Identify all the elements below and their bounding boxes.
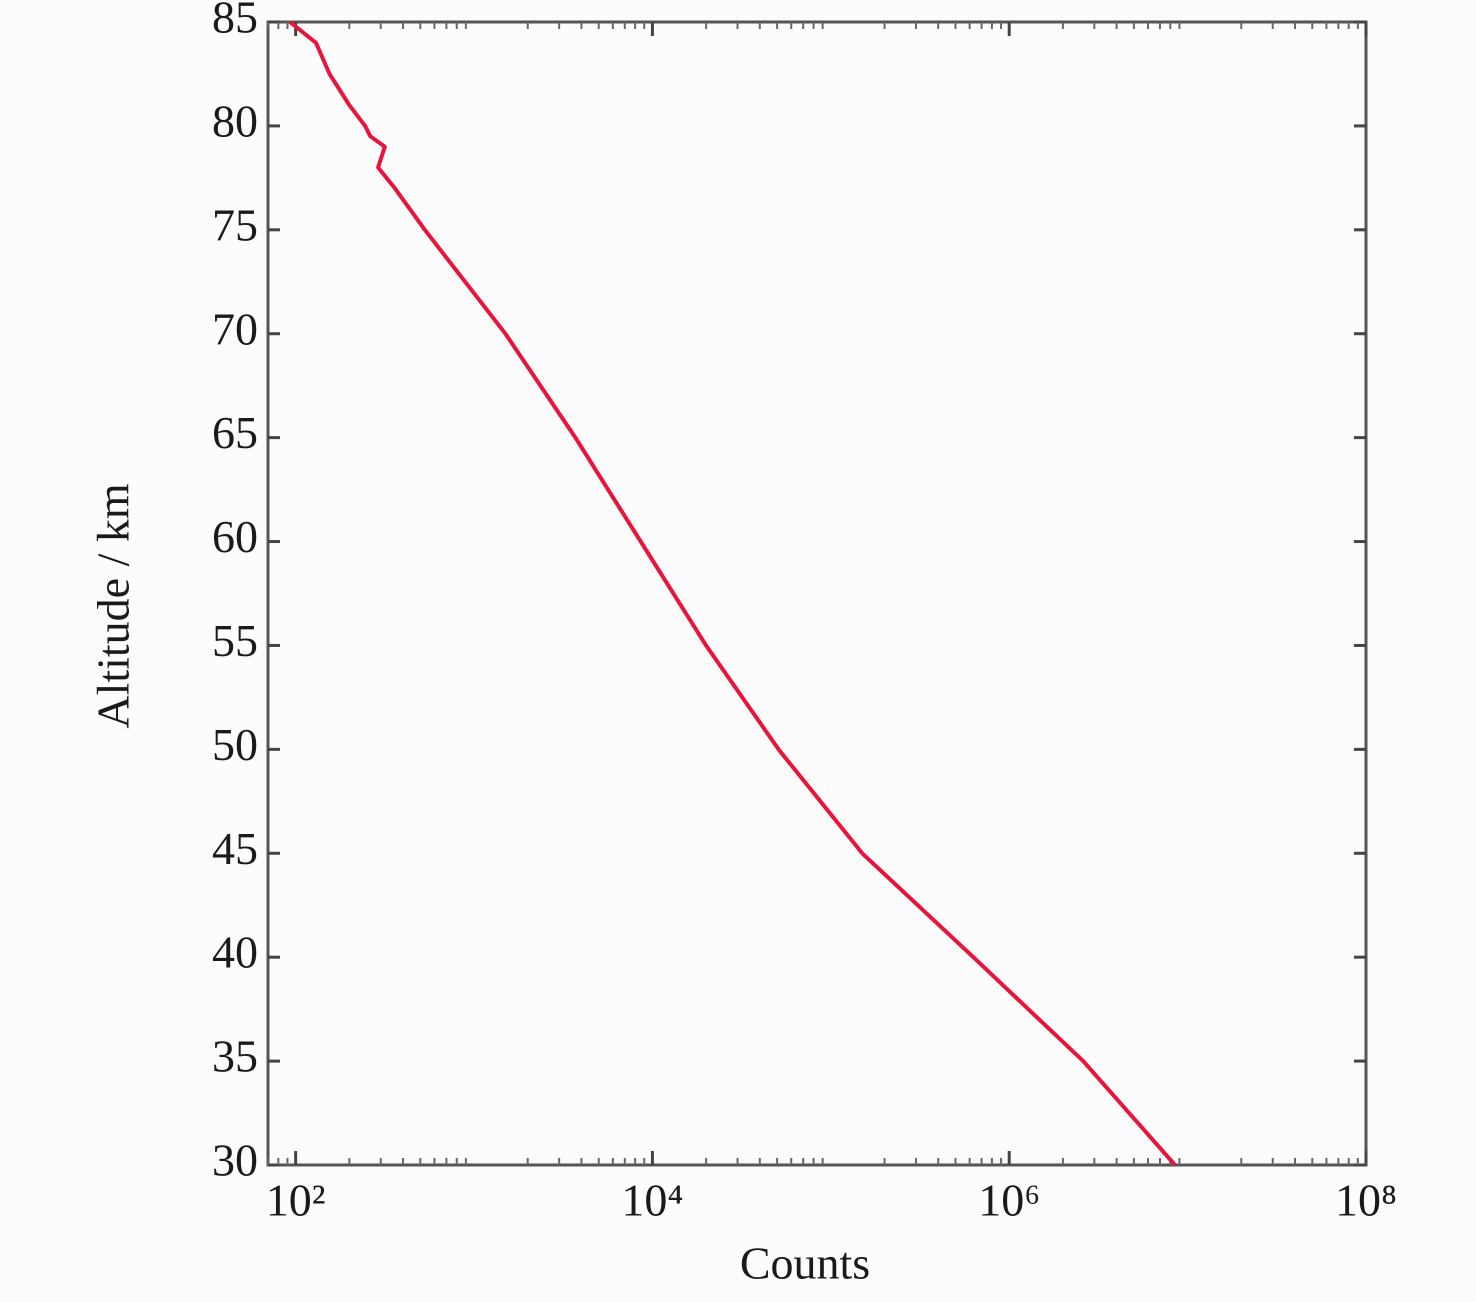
x-tick-label: 10⁴ <box>621 1175 683 1226</box>
y-tick-label: 65 <box>212 407 258 458</box>
y-tick-label: 75 <box>212 199 258 250</box>
plot-frame <box>266 20 1368 1167</box>
x-tick-label: 10⁶ <box>978 1175 1040 1226</box>
y-tick-label: 30 <box>212 1135 258 1186</box>
y-tick-label: 45 <box>212 823 258 874</box>
y-tick-label: 85 <box>212 0 258 43</box>
y-tick-label: 70 <box>212 303 258 354</box>
x-axis-label: Counts <box>740 1238 870 1289</box>
y-tick-label: 55 <box>212 615 258 666</box>
x-tick-label: 10² <box>266 1175 326 1226</box>
data-line <box>288 20 1177 1167</box>
y-axis-label: Altitude / km <box>88 483 139 729</box>
x-tick-label: 10⁸ <box>1335 1175 1397 1226</box>
y-tick-label: 80 <box>212 95 258 146</box>
y-tick-label: 40 <box>212 927 258 978</box>
y-tick-label: 60 <box>212 511 258 562</box>
y-tick-label: 35 <box>212 1031 258 1082</box>
y-tick-label: 50 <box>212 719 258 770</box>
